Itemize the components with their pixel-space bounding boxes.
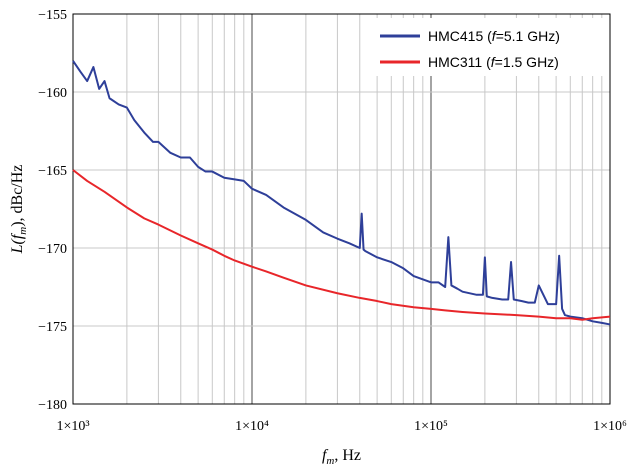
x-axis-title-suffix: , Hz — [334, 447, 361, 464]
y-tick-label: −155 — [38, 8, 67, 23]
y-tick-label: −180 — [38, 398, 67, 413]
legend-label: HMC415 (f=5.1 GHz) — [428, 28, 560, 44]
series-layer — [72, 60, 611, 326]
y-tick-label: −175 — [38, 320, 67, 335]
legend-box — [372, 18, 606, 76]
series-line-hmc415 — [72, 60, 611, 326]
x-axis-title-main: f — [322, 447, 329, 464]
plot-area-frame — [72, 13, 611, 405]
y-axis-title: L(fm), dBc/Hz — [9, 165, 29, 255]
y-tick-label: −165 — [38, 164, 67, 179]
y-axis-title-main: L(f — [9, 232, 26, 254]
x-tick-label: 1×10⁶ — [593, 419, 627, 434]
y-tick-label: −170 — [38, 242, 67, 257]
x-tick-label: 1×10⁴ — [235, 419, 269, 434]
x-axis-title: fm, Hz — [322, 447, 361, 467]
x-tick-label: 1×10³ — [56, 419, 89, 434]
legend-label: HMC311 (f=1.5 GHz) — [428, 54, 559, 70]
y-tick-label: −160 — [38, 86, 67, 101]
y-axis-title-suffix: ), dBc/Hz — [9, 165, 26, 227]
y-axis-title-sub: m — [17, 227, 29, 235]
x-axis-title-sub: m — [326, 455, 334, 467]
legend: HMC415 (f=5.1 GHz) HMC311 (f=1.5 GHz) — [372, 18, 606, 76]
x-tick-label: 1×10⁵ — [414, 419, 448, 434]
tick-labels: −155 −160 −165 −170 −175 −180 1×10³ 1×10⁴ 1×10⁵ 1… — [38, 8, 627, 434]
series-line-hmc311 — [72, 169, 611, 321]
